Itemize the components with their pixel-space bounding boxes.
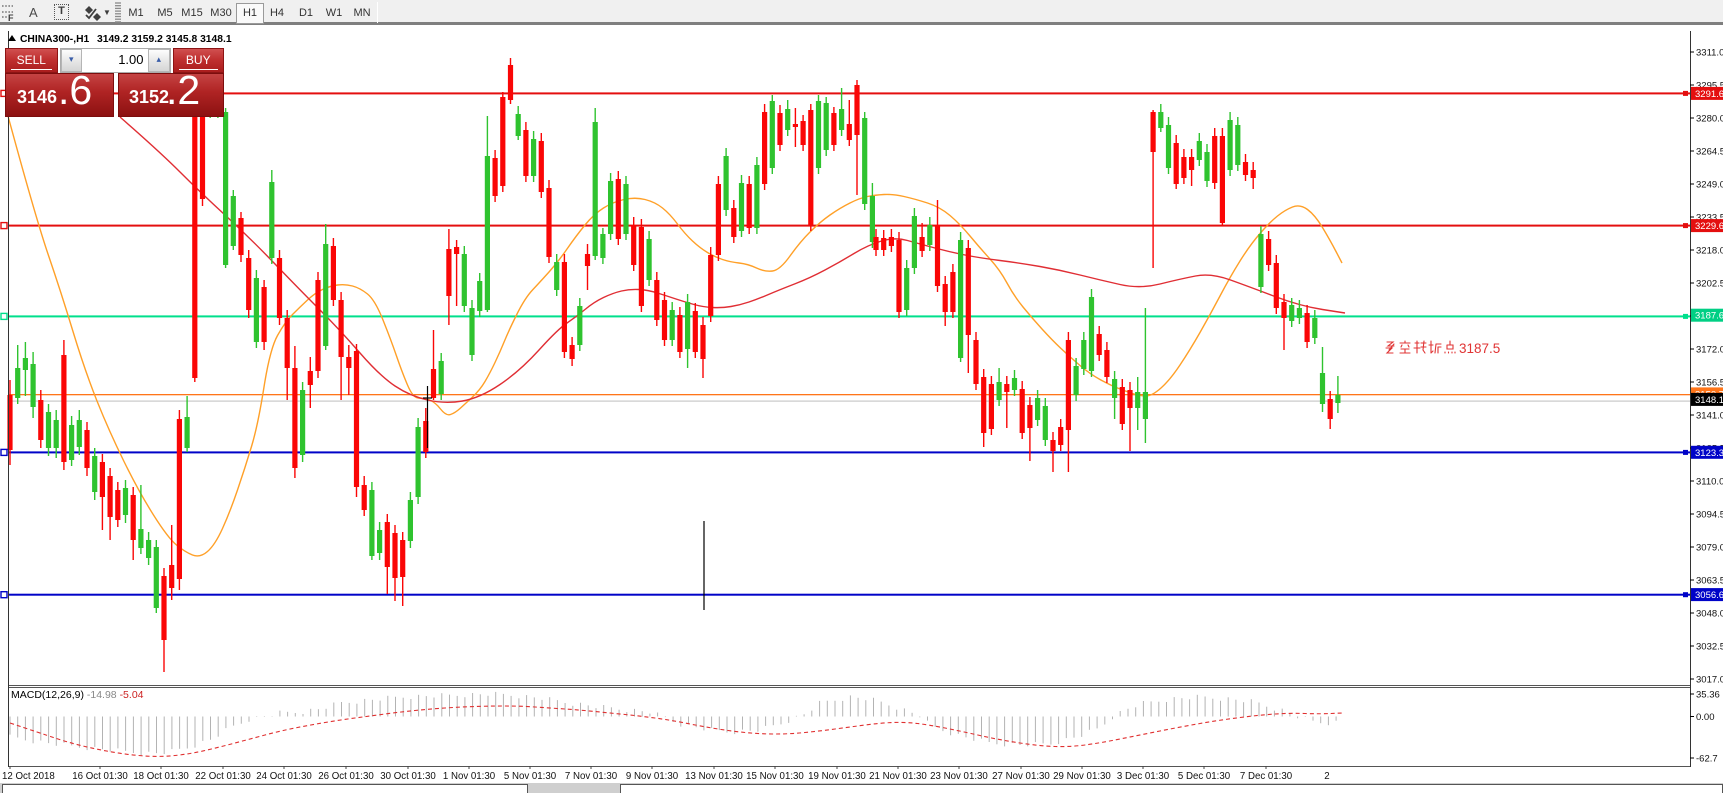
svg-text:3229.6: 3229.6 — [1695, 221, 1723, 232]
svg-text:CHINA300-,H1: CHINA300-,H1 — [20, 34, 90, 45]
svg-text:0.00: 0.00 — [1696, 712, 1715, 723]
svg-text:3149.2 3159.2 3145.8 3148.1: 3149.2 3159.2 3145.8 3148.1 — [97, 34, 232, 45]
svg-text:5 Dec 01:30: 5 Dec 01:30 — [1178, 771, 1231, 782]
svg-text:12 Oct 2018: 12 Oct 2018 — [2, 771, 55, 782]
svg-text:3148.1: 3148.1 — [1695, 395, 1723, 406]
svg-text:3280.0: 3280.0 — [1696, 114, 1723, 125]
svg-text:3172.0: 3172.0 — [1696, 345, 1723, 356]
svg-text:2: 2 — [1324, 771, 1329, 782]
svg-text:3141.0: 3141.0 — [1696, 411, 1723, 422]
svg-text:3187.6: 3187.6 — [1695, 311, 1723, 322]
svg-text:3063.5: 3063.5 — [1696, 576, 1723, 587]
svg-text:9 Nov 01:30: 9 Nov 01:30 — [626, 771, 679, 782]
svg-text:19 Nov 01:30: 19 Nov 01:30 — [808, 771, 866, 782]
svg-text:3048.0: 3048.0 — [1696, 609, 1723, 620]
svg-text:-62.7: -62.7 — [1696, 754, 1718, 765]
svg-text:3218.0: 3218.0 — [1696, 246, 1723, 257]
svg-text:22 Oct 01:30: 22 Oct 01:30 — [195, 771, 251, 782]
svg-text:3123.3: 3123.3 — [1695, 448, 1723, 459]
svg-text:3079.0: 3079.0 — [1696, 543, 1723, 554]
svg-text:3187.5: 3187.5 — [1459, 341, 1500, 356]
svg-text:3233.5: 3233.5 — [1696, 213, 1723, 224]
svg-text:30 Oct 01:30: 30 Oct 01:30 — [380, 771, 436, 782]
svg-text:3032.5: 3032.5 — [1696, 642, 1723, 653]
svg-text:27 Nov 01:30: 27 Nov 01:30 — [992, 771, 1050, 782]
svg-text:MACD(12,26,9) -14.98 -5.04: MACD(12,26,9) -14.98 -5.04 — [11, 689, 144, 701]
svg-text:3094.5: 3094.5 — [1696, 510, 1723, 521]
svg-text:23 Nov 01:30: 23 Nov 01:30 — [930, 771, 988, 782]
svg-text:24 Oct 01:30: 24 Oct 01:30 — [256, 771, 312, 782]
svg-text:3110.0: 3110.0 — [1696, 477, 1723, 488]
svg-text:7 Dec 01:30: 7 Dec 01:30 — [1240, 771, 1293, 782]
svg-text:35.36: 35.36 — [1696, 690, 1720, 701]
svg-text:3156.5: 3156.5 — [1696, 378, 1723, 389]
svg-text:3017.0: 3017.0 — [1696, 675, 1723, 686]
svg-text:3311.0: 3311.0 — [1696, 48, 1723, 59]
svg-text:3 Dec 01:30: 3 Dec 01:30 — [1117, 771, 1170, 782]
svg-text:3295.5: 3295.5 — [1696, 81, 1723, 92]
svg-text:26 Oct 01:30: 26 Oct 01:30 — [318, 771, 374, 782]
svg-text:F: F — [8, 13, 14, 23]
svg-text:21 Nov 01:30: 21 Nov 01:30 — [869, 771, 927, 782]
svg-text:3264.5: 3264.5 — [1696, 147, 1723, 158]
svg-text:13 Nov 01:30: 13 Nov 01:30 — [685, 771, 743, 782]
svg-text:15 Nov 01:30: 15 Nov 01:30 — [746, 771, 804, 782]
svg-text:3202.5: 3202.5 — [1696, 279, 1723, 290]
svg-text:3056.6: 3056.6 — [1695, 590, 1723, 601]
svg-text:16 Oct 01:30: 16 Oct 01:30 — [72, 771, 128, 782]
svg-text:5 Nov 01:30: 5 Nov 01:30 — [504, 771, 557, 782]
svg-text:18 Oct 01:30: 18 Oct 01:30 — [133, 771, 189, 782]
svg-text:3291.6: 3291.6 — [1695, 89, 1723, 100]
svg-text:7 Nov 01:30: 7 Nov 01:30 — [565, 771, 618, 782]
svg-text:29 Nov 01:30: 29 Nov 01:30 — [1053, 771, 1111, 782]
svg-text:3249.0: 3249.0 — [1696, 180, 1723, 191]
svg-text:1 Nov 01:30: 1 Nov 01:30 — [443, 771, 496, 782]
